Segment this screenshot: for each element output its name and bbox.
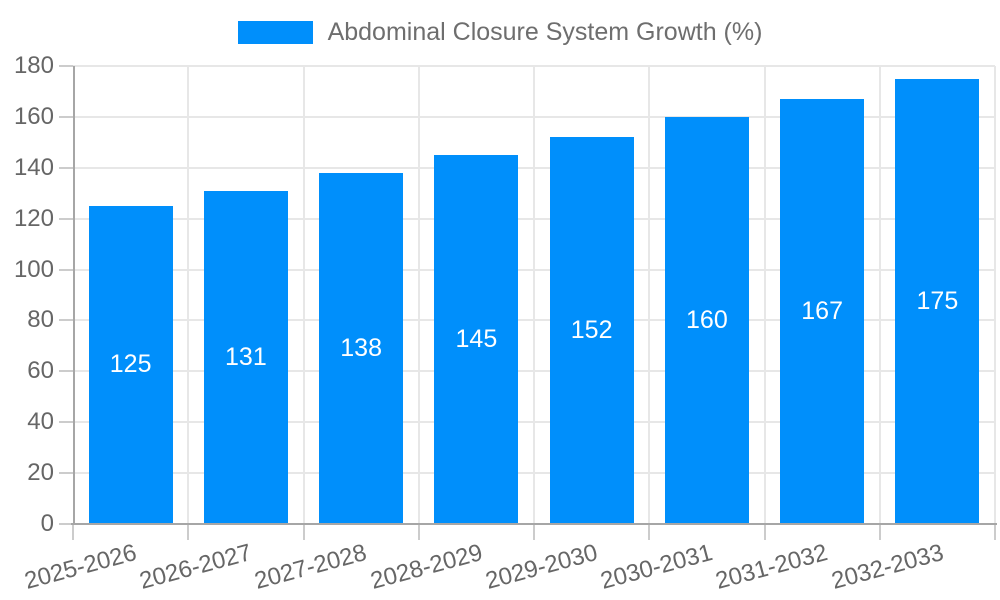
y-tick-label: 80 [27, 306, 54, 334]
x-tick-label: 2027-2028 [251, 539, 370, 595]
x-tick-label: 2031-2032 [712, 539, 831, 595]
y-axis-tick [59, 268, 73, 271]
y-axis-tick [59, 166, 73, 169]
bar[interactable]: 175 [895, 78, 980, 524]
bar-value-label: 145 [455, 325, 498, 354]
x-axis-tick [878, 524, 881, 540]
chart-legend[interactable]: Abdominal Closure System Growth (%) [0, 19, 1000, 46]
x-axis-tick [72, 524, 74, 540]
x-grid-line [763, 66, 766, 524]
bar-value-label: 131 [225, 342, 267, 371]
y-tick-label: 180 [13, 52, 54, 79]
bar-value-label: 160 [686, 305, 728, 334]
y-axis-tick [59, 319, 73, 322]
bar-value-label: 125 [109, 350, 152, 379]
x-grid-line [648, 66, 651, 524]
y-tick-label: 0 [40, 510, 54, 537]
y-axis-tick [59, 65, 73, 67]
x-tick-label: 2028-2029 [367, 539, 486, 595]
legend-swatch-icon [237, 21, 313, 44]
y-tick-label: 100 [13, 255, 54, 283]
x-grid-line [302, 66, 305, 524]
y-axis-tick [59, 421, 73, 424]
y-axis-tick [59, 472, 73, 475]
y-axis-tick [59, 523, 73, 525]
x-axis-tick [533, 524, 535, 540]
x-tick-label: 2032-2033 [828, 539, 947, 595]
x-axis-tick [763, 524, 766, 540]
x-axis-tick [417, 524, 420, 540]
bar[interactable]: 145 [434, 155, 519, 524]
bar-value-label: 175 [916, 286, 959, 315]
x-axis-line [71, 523, 997, 525]
bar[interactable]: 138 [319, 172, 404, 524]
y-tick-label: 20 [27, 459, 54, 487]
x-tick-label: 2026-2027 [136, 539, 255, 595]
x-axis-tick [994, 524, 996, 540]
bar[interactable]: 125 [88, 205, 173, 524]
x-grid-line [533, 66, 535, 524]
y-axis-tick [59, 217, 73, 220]
x-axis-tick [187, 524, 190, 540]
y-tick-label: 40 [27, 408, 54, 436]
x-grid-line [187, 66, 190, 524]
y-axis-line [73, 66, 75, 524]
x-tick-label: 2025-2026 [21, 539, 140, 595]
y-tick-label: 120 [13, 204, 54, 232]
y-axis-tick [59, 370, 73, 373]
bar-value-label: 167 [801, 297, 843, 326]
x-axis-tick [648, 524, 651, 540]
x-tick-label: 2029-2030 [482, 539, 601, 595]
bar[interactable]: 152 [549, 137, 634, 524]
bar[interactable]: 131 [203, 190, 288, 524]
y-tick-label: 160 [13, 102, 54, 130]
legend-label: Abdominal Closure System Growth (%) [327, 18, 763, 46]
x-tick-label: 2030-2031 [597, 539, 716, 595]
bar[interactable]: 167 [780, 99, 865, 524]
x-grid-line [878, 66, 881, 524]
bar-value-label: 138 [340, 333, 382, 362]
x-axis-tick [302, 524, 305, 540]
y-tick-label: 140 [13, 153, 54, 181]
y-axis-tick [59, 115, 73, 118]
x-grid-line [417, 66, 420, 524]
bar[interactable]: 160 [664, 116, 749, 524]
x-grid-line [994, 66, 996, 524]
bar-value-label: 152 [570, 316, 613, 345]
y-tick-label: 60 [27, 357, 54, 385]
